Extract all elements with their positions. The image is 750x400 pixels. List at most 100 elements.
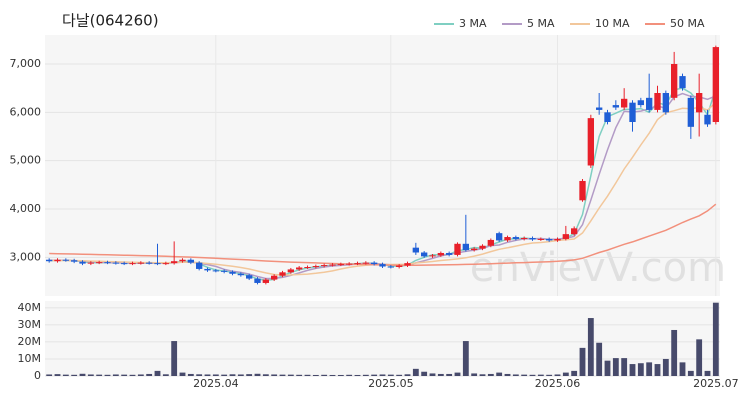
volume-bar [412, 368, 419, 376]
candle-body [146, 262, 153, 264]
volume-bar [62, 374, 69, 376]
candle-body [554, 238, 561, 241]
volume-bar [521, 374, 528, 376]
volume-bar [712, 302, 719, 376]
volume-bar [396, 374, 403, 376]
volume-bar [571, 370, 578, 376]
volume-bar [137, 374, 144, 376]
x-tick-label: 2025.06 [535, 377, 581, 390]
candle-body [437, 252, 444, 256]
volume-bar [562, 372, 569, 376]
x-tick-label: 2025.07 [693, 377, 739, 390]
volume-bar [329, 374, 336, 376]
y-tick-label: 3,000 [10, 250, 42, 263]
volume-bar [321, 374, 328, 376]
volume-bar [271, 374, 278, 376]
candle-body [371, 262, 378, 265]
volume-bar [496, 372, 503, 376]
candle-body [262, 279, 269, 283]
volume-bar [487, 373, 494, 376]
watermark: enVievV.com [470, 245, 726, 291]
volume-bar [637, 363, 644, 376]
volume-bar [404, 374, 411, 376]
volume-bar [296, 374, 303, 376]
candle-body [304, 267, 311, 268]
candle-body [254, 278, 261, 283]
volume-bar [554, 374, 561, 376]
volume-bar [129, 374, 136, 376]
candle-body [229, 271, 236, 274]
volume-bar [662, 358, 669, 376]
candle-body [62, 259, 69, 261]
candle-body [487, 239, 494, 246]
volume-bar [679, 362, 686, 376]
candle-body [521, 238, 528, 239]
candle-body [546, 238, 553, 241]
y-tick-label: 30M [18, 318, 42, 331]
candle-body [296, 267, 303, 270]
candle-body [271, 275, 278, 280]
candle-body [479, 245, 486, 249]
candle-body [154, 263, 161, 265]
legend-label: 50 MA [670, 17, 705, 30]
volume-bar [279, 374, 286, 376]
volume-bar [629, 364, 636, 376]
candle-body [354, 263, 361, 265]
candle-body [196, 262, 203, 269]
candle-body [187, 259, 194, 263]
candle-body [112, 262, 119, 264]
volume-bar [162, 374, 169, 376]
volume-bar [196, 374, 203, 376]
volume-bar [604, 360, 611, 376]
volume-bar [462, 341, 469, 376]
volume-bar [79, 373, 86, 376]
volume-bar [612, 358, 619, 376]
candle-body [646, 97, 653, 110]
volume-bar [512, 374, 519, 376]
candle-body [396, 265, 403, 267]
candle-body [171, 261, 178, 264]
candle-body [71, 260, 78, 262]
volume-bar [387, 374, 394, 376]
volume-bar [104, 374, 111, 376]
volume-bar [312, 374, 319, 376]
candle-body [404, 263, 411, 266]
volume-bar [87, 374, 94, 376]
volume-bar [546, 374, 553, 376]
candle-body [162, 263, 169, 265]
y-tick-label: 20M [18, 335, 42, 348]
volume-bar [437, 373, 444, 376]
volume-bar [287, 374, 294, 376]
volume-bar [112, 374, 119, 376]
volume-bar [587, 318, 594, 376]
volume-bar [379, 374, 386, 376]
candle-body [121, 263, 128, 265]
candle-body [179, 259, 186, 262]
volume-bar [262, 374, 269, 376]
x-tick-label: 2025.05 [368, 377, 414, 390]
volume-bar [221, 374, 228, 376]
candle-body [87, 262, 94, 264]
candle-body [312, 266, 319, 268]
y-tick-label: 5,000 [10, 154, 42, 167]
candle-body [704, 114, 711, 125]
candle-body [687, 97, 694, 127]
volume-bar [371, 374, 378, 376]
candle-body [137, 262, 144, 264]
volume-bar [71, 374, 78, 376]
volume-bar [354, 374, 361, 376]
volume-bar [237, 374, 244, 376]
candle-body [46, 259, 53, 262]
volume-bar [146, 373, 153, 376]
y-tick-label: 0 [34, 369, 41, 382]
candle-body [321, 265, 328, 267]
volume-bar [204, 374, 211, 376]
candle-body [596, 107, 603, 110]
candle-body [221, 270, 228, 272]
volume-bar [654, 364, 661, 376]
candle-body [571, 228, 578, 235]
volume-bar [621, 358, 628, 376]
candle-body [346, 263, 353, 265]
candle-body [129, 263, 136, 265]
